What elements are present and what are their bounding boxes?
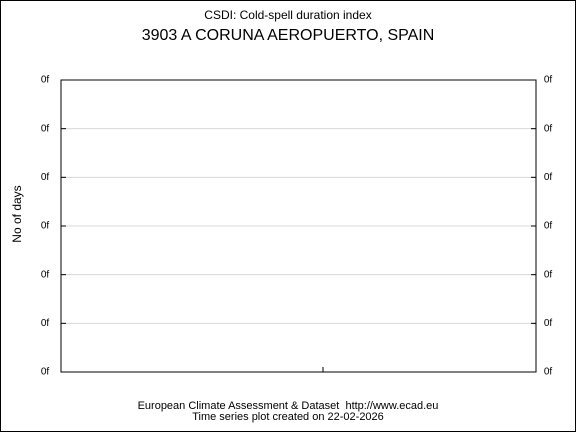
footer-line: Time series plot created on 22-02-2026: [192, 411, 384, 423]
plot-frame: [60, 79, 537, 373]
y2-tick-label: 0f: [544, 269, 553, 280]
y2-tick-label: 0f: [544, 367, 553, 378]
y-tick-label: 0f: [41, 269, 50, 280]
y-axis-label: No of days: [10, 185, 24, 242]
y-tick-label: 0f: [41, 221, 50, 232]
y2-tick-label: 0f: [544, 123, 553, 134]
chart-title: CSDI: Cold-spell duration index: [204, 8, 371, 22]
y-tick-label: 0f: [41, 367, 50, 378]
chart-subtitle: 3903 A CORUNA AEROPUERTO, SPAIN: [142, 27, 435, 44]
footer-line: European Climate Assessment & Dataset ht…: [138, 400, 439, 412]
y2-tick-label: 0f: [544, 75, 553, 86]
y-tick-label: 0f: [41, 172, 50, 183]
y2-tick-label: 0f: [544, 172, 553, 183]
y-tick-label: 0f: [41, 123, 50, 134]
y-tick-label: 0f: [41, 318, 50, 329]
y2-tick-label: 0f: [544, 221, 553, 232]
y-tick-label: 0f: [41, 75, 50, 86]
y2-tick-label: 0f: [544, 318, 553, 329]
